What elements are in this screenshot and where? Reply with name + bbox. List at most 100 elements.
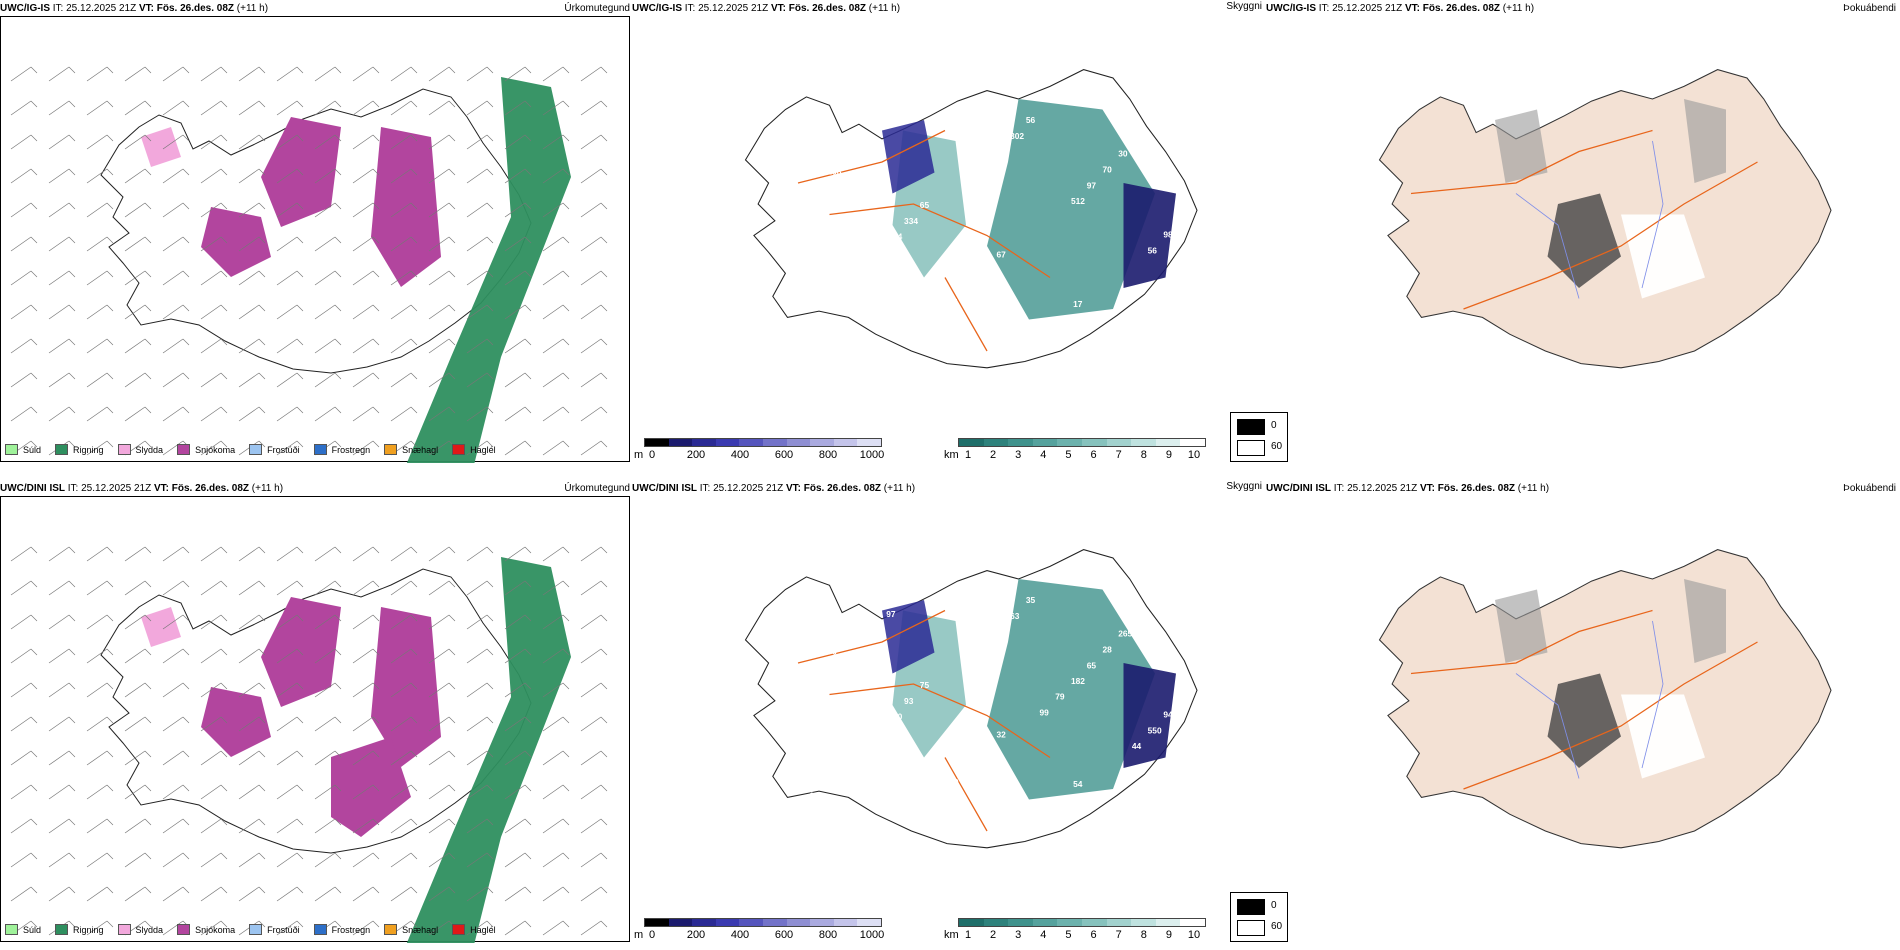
ceil-colorbar-bin: [857, 919, 881, 926]
valid-time: Fös. 26.des. 08Z: [171, 483, 250, 494]
visibility-value-label: 236: [933, 313, 947, 323]
wind-barb: [276, 440, 304, 456]
wind-barb: [162, 304, 190, 320]
panel-title: Þokuábendi: [1843, 483, 1896, 494]
wind-barb: [276, 372, 304, 388]
precip-legend-swatch: [55, 444, 69, 455]
wind-barb: [314, 304, 342, 320]
wind-barb: [428, 818, 456, 834]
wind-barb: [276, 852, 304, 868]
wind-barb: [428, 66, 456, 82]
wind-barb: [276, 886, 304, 902]
snow-area: [331, 737, 411, 837]
wind-barb: [428, 372, 456, 388]
wind-barb: [10, 372, 38, 388]
wind-barb: [390, 852, 418, 868]
panel-header: UWC/IG-IS IT: 25.12.2025 21Z VT: Fös. 26…: [0, 0, 632, 18]
wind-barb: [48, 750, 76, 766]
wind-barb: [352, 648, 380, 664]
visibility-map-canvas: 370 272 75 32 54 60 76 93 407 168 374 313 140 229 87 26…: [744, 549, 1198, 849]
visibility-value-label: 54: [1073, 779, 1083, 789]
wind-barb: [276, 750, 304, 766]
wind-barb: [200, 66, 228, 82]
wind-barb: [504, 750, 532, 766]
legend-value-bottom: 60: [1271, 441, 1283, 452]
panel-title: Úrkomutegund: [564, 483, 630, 494]
wind-barb: [48, 580, 76, 596]
init-time: 25.12.2025 21Z: [713, 483, 784, 494]
vis-colorbar-bin: [1155, 439, 1181, 446]
wind-barb: [124, 338, 152, 354]
visibility-value-label: 265: [1118, 629, 1132, 639]
visibility-value-label: 34: [857, 743, 867, 753]
wind-barb: [124, 886, 152, 902]
wind-barb: [428, 406, 456, 422]
wind-barb: [314, 818, 342, 834]
ceil-colorbar-bin: [762, 439, 787, 446]
wind-barb: [390, 614, 418, 630]
wind-barb: [162, 852, 190, 868]
rain-area: [403, 557, 571, 950]
wind-barb: [390, 100, 418, 116]
wind-barb: [428, 886, 456, 902]
wind-barb: [86, 100, 114, 116]
ceiling-colorbar: m 0 200 400 600 800 1000: [634, 438, 934, 462]
wind-barb: [48, 100, 76, 116]
visibility-value-label: 141: [918, 808, 932, 818]
wind-barb: [352, 168, 380, 184]
wind-barb: [200, 546, 228, 562]
visibility-value-label: 334: [904, 216, 918, 226]
precip-type-panel-row1: UWC/DINI ISL IT: 25.12.2025 21Z VT: Fös.…: [0, 480, 632, 950]
wind-barb: [48, 372, 76, 388]
wind-barb: [428, 716, 456, 732]
ceil-colorbar-tick: 1000: [859, 449, 885, 461]
wind-barb: [48, 134, 76, 150]
wind-barb: [314, 716, 342, 732]
wind-barb: [542, 716, 570, 732]
ceil-colorbar-bin: [810, 919, 834, 926]
vt-label: VT:: [1419, 483, 1435, 494]
init-time: 25.12.2025 21Z: [66, 3, 137, 14]
precip-legend-swatch: [384, 924, 398, 935]
wind-barb: [428, 100, 456, 116]
visibility-value-label: 65: [920, 200, 930, 210]
wind-barb: [466, 648, 494, 664]
wind-barb: [466, 716, 494, 732]
precip-legend-item: Frostregn: [313, 444, 371, 455]
visibility-value-label: 65: [1087, 660, 1097, 670]
wind-barb: [86, 818, 114, 834]
wind-barb: [10, 784, 38, 800]
wind-barb: [124, 784, 152, 800]
ceil-colorbar-tick: 0: [648, 449, 656, 461]
wind-barb: [504, 546, 532, 562]
vis-colorbar-bin: [1180, 919, 1205, 926]
vis-colorbar-unit: km: [944, 449, 959, 461]
vt-label: VT:: [770, 3, 786, 14]
visibility-value-label: 28: [1103, 645, 1113, 655]
wind-barb: [276, 580, 304, 596]
precip-map-canvas: [10, 546, 608, 950]
precip-legend-label: Frostregn: [331, 444, 371, 455]
wind-barb: [238, 406, 266, 422]
ceil-colorbar-tick: 800: [818, 449, 838, 461]
precip-legend-label: Rigning: [73, 924, 104, 935]
wind-barb: [580, 886, 608, 902]
sleet-area: [141, 127, 181, 167]
precip-legend-label: Slydda: [135, 444, 164, 455]
wind-barb: [428, 614, 456, 630]
wind-barb: [466, 202, 494, 218]
wind-barb: [428, 236, 456, 252]
panel-title: Skyggni: [1226, 481, 1262, 492]
wind-barb: [466, 614, 494, 630]
precip-legend-item: Snæhagl: [384, 444, 438, 455]
lead-time: (+11 h): [883, 483, 916, 494]
wind-barb: [390, 784, 418, 800]
vis-colorbar-bin: [1131, 919, 1156, 926]
vis-colorbar-tick: 9: [1165, 449, 1172, 461]
precip-legend-label: Frostregn: [331, 924, 371, 935]
ceil-colorbar-bin: [668, 919, 693, 926]
visibility-value-label: 164: [994, 627, 1008, 637]
wind-barb: [352, 372, 380, 388]
vis-colorbar-bin: [1032, 439, 1058, 446]
wind-barb: [352, 682, 380, 698]
